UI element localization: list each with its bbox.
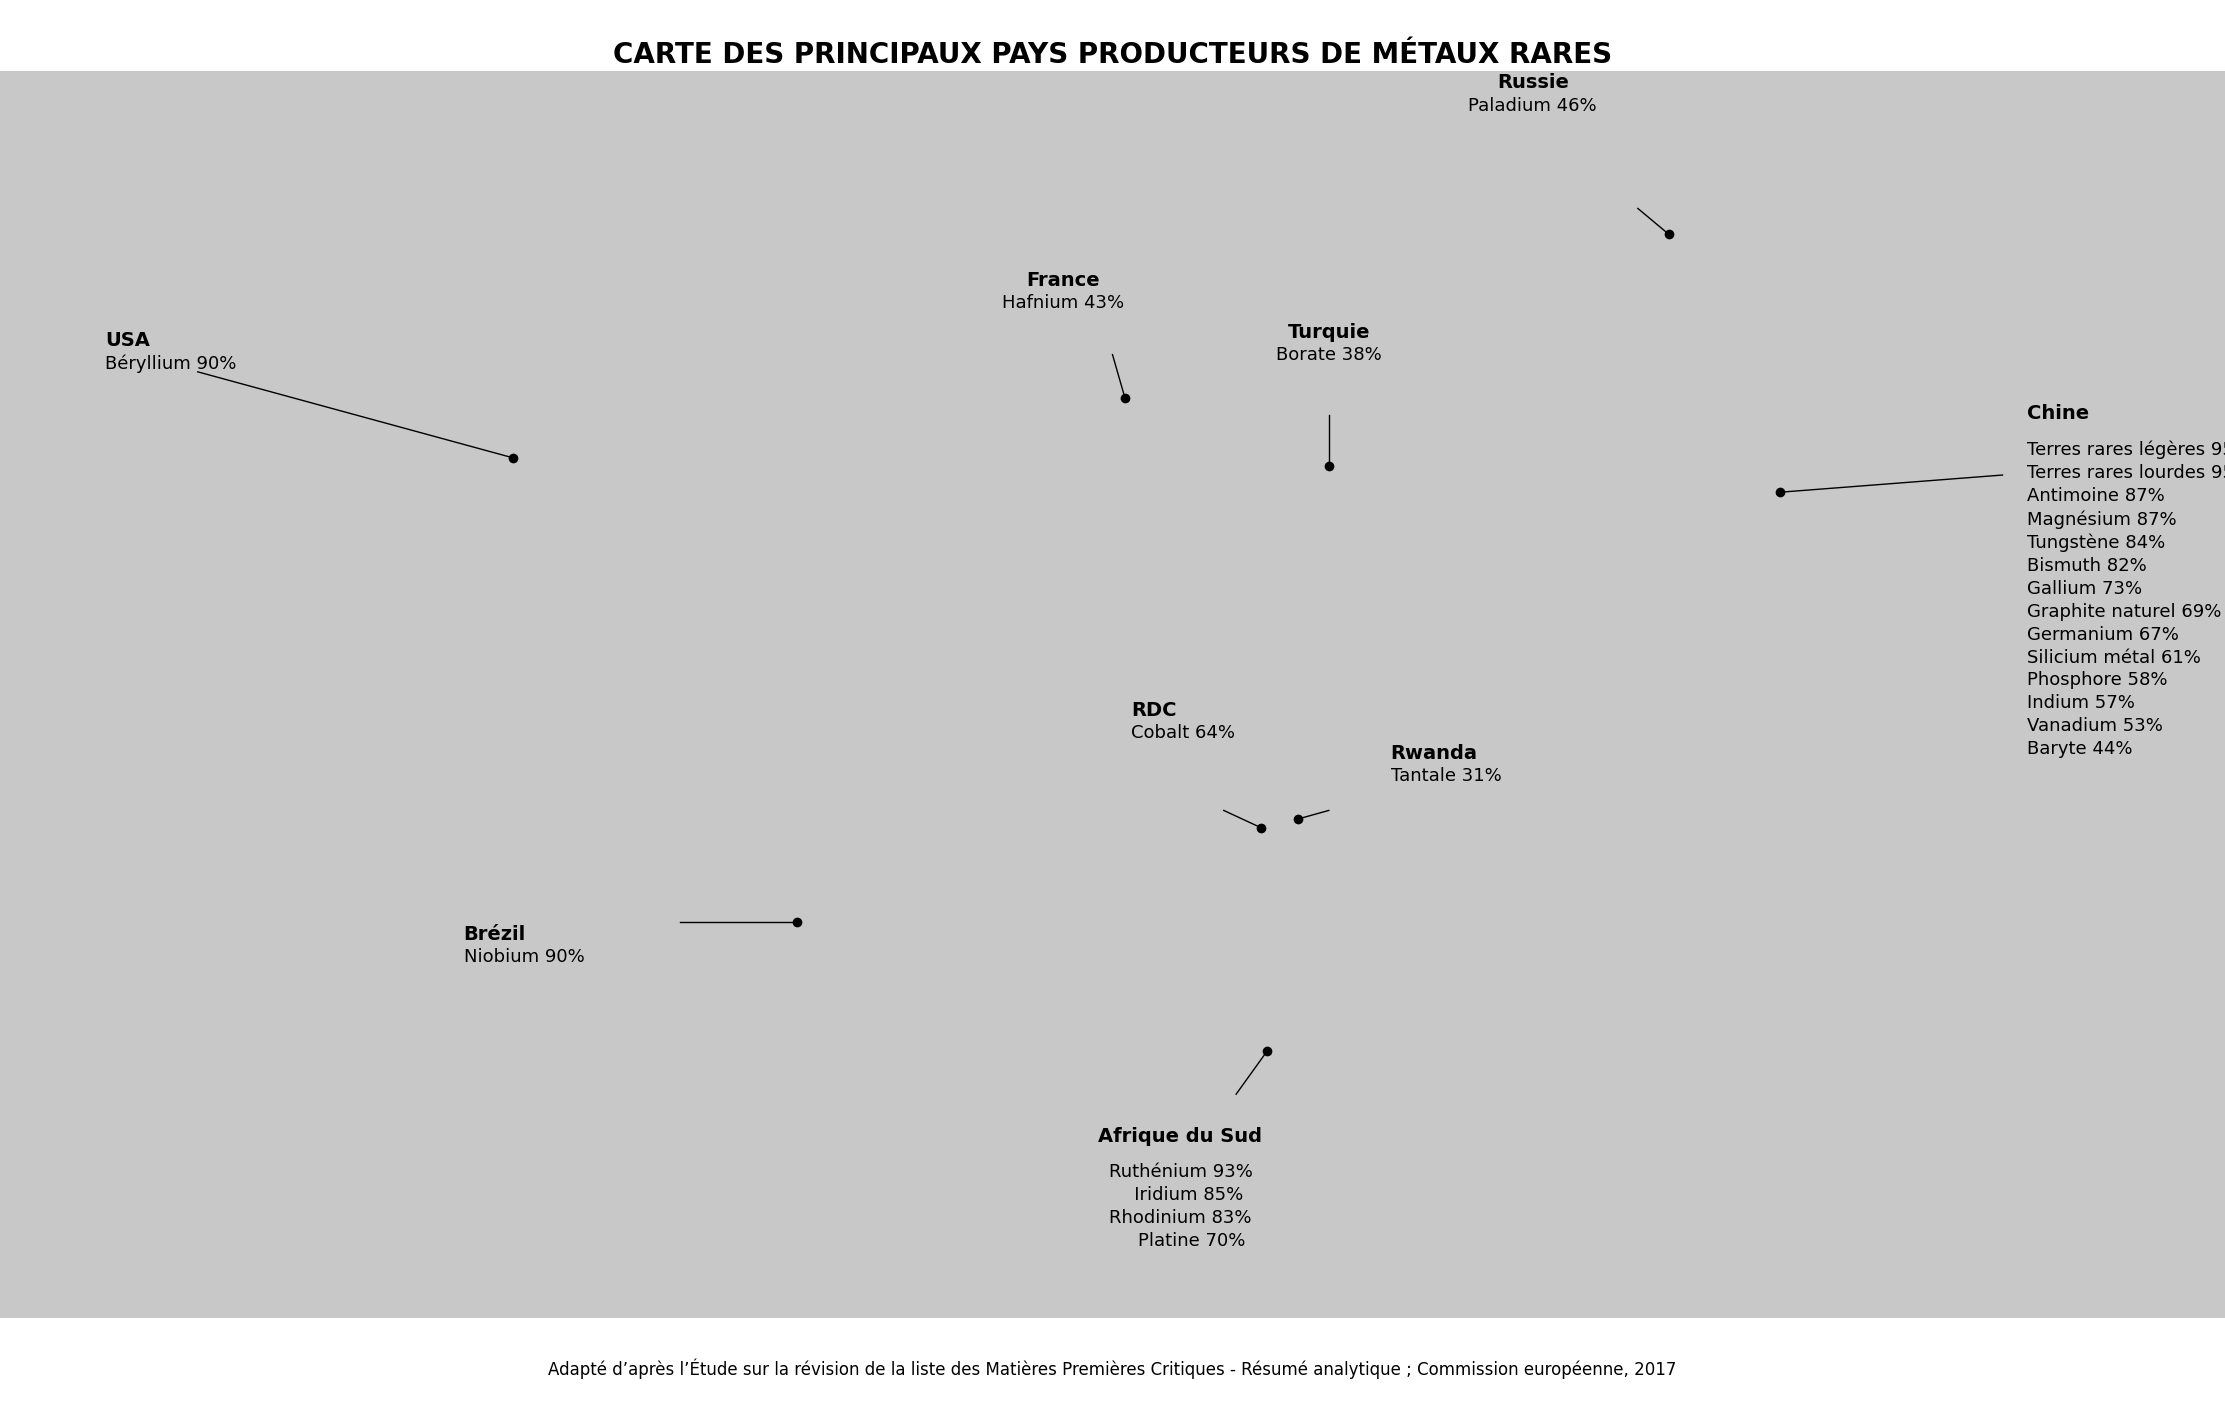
Text: Paladium 46%: Paladium 46% [1468,96,1598,115]
Text: Brézil: Brézil [463,925,525,944]
Text: Hafnium 43%: Hafnium 43% [1001,295,1124,312]
Text: Turquie: Turquie [1288,323,1371,341]
Text: RDC: RDC [1130,701,1177,720]
Text: Russie: Russie [1497,74,1569,92]
Text: Afrique du Sud: Afrique du Sud [1099,1127,1262,1146]
Text: Chine: Chine [2027,404,2089,424]
Text: CARTE DES PRINCIPAUX PAYS PRODUCTEURS DE MÉTAUX RARES: CARTE DES PRINCIPAUX PAYS PRODUCTEURS DE… [612,41,1613,68]
Text: Tantale 31%: Tantale 31% [1391,768,1502,785]
Text: Béryllium 90%: Béryllium 90% [105,354,236,373]
Text: USA: USA [105,332,149,350]
Text: Ruthénium 93%
   Iridium 85%
Rhodinium 83%
    Platine 70%: Ruthénium 93% Iridium 85% Rhodinium 83% … [1108,1163,1253,1250]
Text: Niobium 90%: Niobium 90% [463,948,585,966]
Text: Terres rares légères 95%
Terres rares lourdes 95%
Antimoine 87%
Magnésium 87%
Tu: Terres rares légères 95% Terres rares lo… [2027,441,2225,758]
Text: Rwanda: Rwanda [1391,744,1477,764]
Text: Borate 38%: Borate 38% [1275,346,1382,364]
Text: France: France [1026,271,1099,290]
Text: Adapté d’après l’Étude sur la révision de la liste des Matières Premières Critiq: Adapté d’après l’Étude sur la révision d… [547,1359,1678,1379]
Text: Cobalt 64%: Cobalt 64% [1130,724,1235,743]
